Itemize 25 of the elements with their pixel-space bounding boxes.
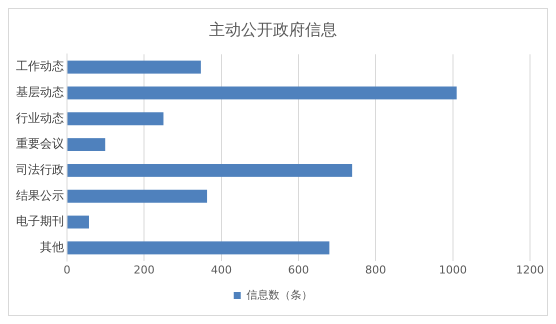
y-tick-label: 其他 [40, 240, 64, 254]
bar [68, 138, 106, 152]
bar [68, 190, 208, 203]
x-tick-label: 800 [365, 263, 386, 276]
y-tick-label: 基层动态 [16, 85, 64, 100]
legend-label: 信息数（条） [246, 288, 312, 302]
x-tick-label: 1000 [438, 263, 467, 276]
y-tick-label: 司法行政 [16, 162, 64, 177]
bar [68, 216, 89, 229]
y-tick-label: 行业动态 [16, 110, 64, 125]
bar [68, 86, 457, 100]
y-tick-label: 重要会议 [16, 136, 64, 151]
x-tick-label: 200 [134, 263, 155, 276]
bar [68, 60, 201, 74]
bar [68, 241, 330, 254]
x-tick-label: 400 [210, 263, 232, 276]
y-tick-label: 电子期刊 [16, 214, 64, 228]
y-tick-label: 结果公示 [16, 188, 64, 202]
x-tick-label: 600 [288, 263, 309, 276]
x-tick-label: 1200 [516, 263, 544, 276]
y-tick-label: 工作动态 [16, 59, 64, 74]
bar [68, 112, 164, 126]
x-tick-label: 0 [64, 263, 70, 276]
bar [68, 164, 352, 177]
chart-title: 主动公开政府信息 [209, 20, 337, 39]
